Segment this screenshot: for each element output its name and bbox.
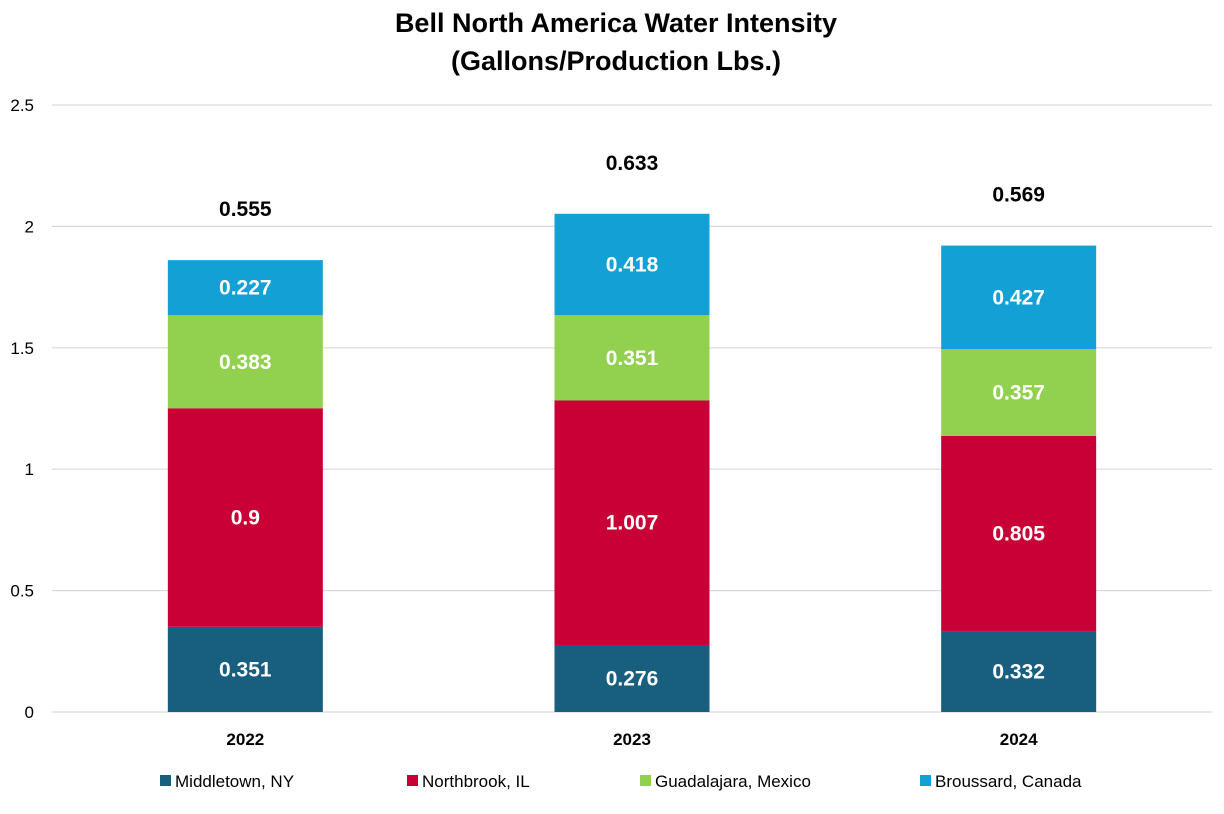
x-axis-ticks: 2022 2023 2024 bbox=[226, 730, 1038, 749]
chart-subtitle: (Gallons/Production Lbs.) bbox=[451, 46, 781, 76]
legend-swatch bbox=[160, 775, 171, 786]
bar-total-label: 0.633 bbox=[606, 152, 659, 175]
y-axis-ticks: 0 0.5 1 1.5 2 2.5 bbox=[10, 96, 34, 722]
bar-segment bbox=[554, 315, 710, 401]
bar-segment bbox=[167, 408, 323, 627]
bar-total-label: 0.569 bbox=[992, 184, 1045, 207]
legend-label: Broussard, Canada bbox=[935, 772, 1082, 791]
bar-segment bbox=[941, 349, 1097, 436]
legend-swatch bbox=[920, 775, 931, 786]
legend: Middletown, NY Northbrook, IL Guadalajara,… bbox=[160, 772, 1082, 791]
y-tick-label: 1 bbox=[25, 460, 34, 479]
y-tick-label: 2 bbox=[25, 217, 34, 236]
x-tick-label: 2023 bbox=[613, 730, 651, 749]
bar-segment-label: 0.427 bbox=[992, 286, 1045, 309]
bar-segment-label: 0.227 bbox=[219, 277, 272, 300]
bar-segment-label: 0.332 bbox=[992, 661, 1045, 684]
legend-label: Guadalajara, Mexico bbox=[655, 772, 811, 791]
y-tick-label: 0 bbox=[25, 703, 34, 722]
bar-segment-label: 0.9 bbox=[231, 507, 260, 530]
bar-segment-label: 0.351 bbox=[606, 347, 659, 370]
bar-segment-label: 0.351 bbox=[219, 658, 272, 681]
bar-segment bbox=[941, 435, 1097, 632]
bar-segment-label: 0.418 bbox=[606, 254, 659, 277]
bar-segment bbox=[167, 260, 323, 316]
y-tick-label: 2.5 bbox=[10, 96, 34, 115]
bar-segment bbox=[167, 626, 323, 712]
chart-title: Bell North America Water Intensity bbox=[395, 8, 837, 38]
y-tick-label: 0.5 bbox=[10, 582, 34, 601]
bar-segment-label: 0.357 bbox=[992, 382, 1045, 405]
bars: 0.351 0.9 0.383 0.227 0.555 0.276 1.007 0.351 0.… bbox=[167, 152, 1097, 712]
chart-title-group: Bell North America Water Intensity (Gall… bbox=[395, 8, 837, 76]
legend-swatch bbox=[640, 775, 651, 786]
bar-segment-label: 0.383 bbox=[219, 351, 272, 374]
legend-label: Northbrook, IL bbox=[422, 772, 530, 791]
bar-segment bbox=[941, 245, 1097, 350]
bar-segment bbox=[167, 315, 323, 409]
bar-segment bbox=[941, 631, 1097, 712]
y-tick-label: 1.5 bbox=[10, 339, 34, 358]
x-tick-label: 2022 bbox=[226, 730, 264, 749]
legend-label: Middletown, NY bbox=[175, 772, 294, 791]
bar-segment bbox=[554, 644, 710, 712]
bar-segment bbox=[554, 400, 710, 645]
bar-segment-label: 0.805 bbox=[992, 523, 1045, 546]
bar-segment-label: 1.007 bbox=[606, 512, 659, 535]
bar-segment bbox=[554, 213, 710, 316]
bar-segment-label: 0.276 bbox=[606, 667, 659, 690]
bar-total-label: 0.555 bbox=[219, 198, 272, 221]
legend-swatch bbox=[407, 775, 418, 786]
x-tick-label: 2024 bbox=[1000, 730, 1038, 749]
